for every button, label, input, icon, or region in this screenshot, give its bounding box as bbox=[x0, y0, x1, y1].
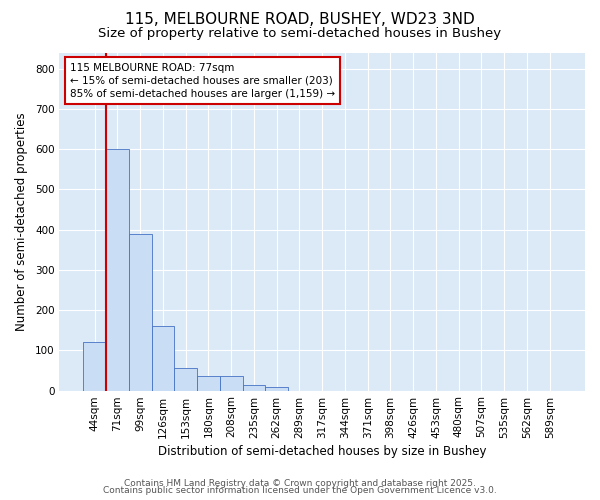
Bar bbox=[83, 342, 106, 390]
Text: 115 MELBOURNE ROAD: 77sqm
← 15% of semi-detached houses are smaller (203)
85% of: 115 MELBOURNE ROAD: 77sqm ← 15% of semi-… bbox=[70, 62, 335, 99]
Bar bbox=[220, 376, 242, 390]
Bar bbox=[175, 368, 197, 390]
Bar bbox=[129, 234, 152, 390]
X-axis label: Distribution of semi-detached houses by size in Bushey: Distribution of semi-detached houses by … bbox=[158, 444, 487, 458]
Bar bbox=[197, 376, 220, 390]
Text: Contains public sector information licensed under the Open Government Licence v3: Contains public sector information licen… bbox=[103, 486, 497, 495]
Text: 115, MELBOURNE ROAD, BUSHEY, WD23 3ND: 115, MELBOURNE ROAD, BUSHEY, WD23 3ND bbox=[125, 12, 475, 28]
Bar bbox=[242, 384, 265, 390]
Bar bbox=[152, 326, 175, 390]
Text: Size of property relative to semi-detached houses in Bushey: Size of property relative to semi-detach… bbox=[98, 28, 502, 40]
Bar bbox=[265, 386, 288, 390]
Y-axis label: Number of semi-detached properties: Number of semi-detached properties bbox=[15, 112, 28, 331]
Text: Contains HM Land Registry data © Crown copyright and database right 2025.: Contains HM Land Registry data © Crown c… bbox=[124, 478, 476, 488]
Bar bbox=[106, 149, 129, 390]
